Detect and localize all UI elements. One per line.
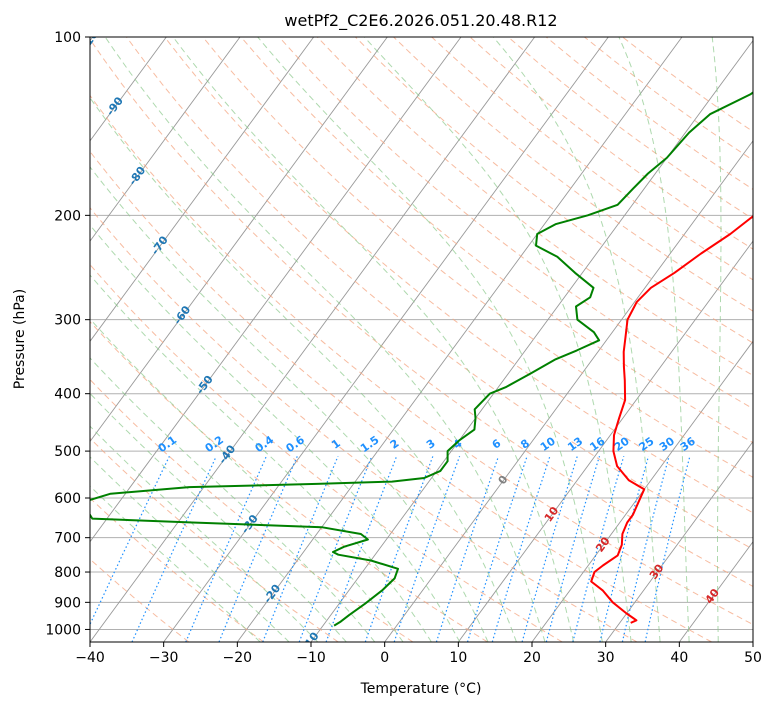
x-axis-title: Temperature (°C) [360,681,482,697]
mixing-ratio-line [185,455,267,642]
x-tick-label: 10 [449,650,467,666]
y-axis-title: Pressure (hPa) [12,289,28,389]
mixing-ratio-line [131,455,217,642]
plot-area [90,37,753,642]
dry-adiabat-line [278,37,753,410]
profile-lines [90,91,753,627]
moist-adiabat-line [90,357,376,642]
x-tick-label: −20 [223,650,253,666]
y-tick-label: 400 [54,387,81,403]
y-tick-label: 500 [54,444,81,460]
mixing-ratio-line [599,456,650,642]
x-tick-label: 0 [380,650,389,666]
mixing-ratio-line [298,455,373,642]
mixing-ratio-line [393,455,461,642]
mixing-ratio-line [90,455,170,626]
moist-adiabat-line [90,274,432,642]
mixing-ratio-line [218,455,298,642]
moist-adiabat-line [90,97,517,642]
isotherm-line [531,340,753,642]
y-tick-label: 1000 [45,622,81,638]
axes: −40 −30 −20 −10 0 10 20 30 40 50 100 200 300 400 500 60… [45,30,762,666]
y-tick-label: 900 [54,595,81,611]
moist-adiabat-line [90,456,290,642]
isotherm-line [90,37,388,443]
mixing-ratio-line [435,456,500,642]
moist-adiabat-line [492,37,661,642]
x-tick-label: 40 [670,650,688,666]
moist-adiabat-line [711,37,722,642]
mixing-ratio-line [325,455,398,642]
y-tick-label: 700 [54,531,81,547]
x-tick-label: −30 [149,650,179,666]
x-tick-label: 30 [597,650,615,666]
dry-adiabat-line [90,38,753,587]
dry-adiabat-line [90,150,712,642]
moist-adiabat-line [363,37,632,642]
moist-adiabat-line [618,37,690,642]
x-tick-label: −10 [296,650,326,666]
temperature-profile-line [590,214,753,624]
mixing-ratio-line [621,456,670,642]
isotherm-line [163,37,609,642]
y-tick-label: 200 [54,208,81,224]
y-tick-label: 100 [54,30,81,46]
moist-adiabat-line [104,37,546,642]
dry-adiabat-line [355,37,753,344]
y-tick-label: 800 [54,565,81,581]
isotherm-line [605,440,753,642]
moist-adiabat-line [90,166,489,642]
isotherm-line [90,37,241,242]
isotherm-line [90,37,315,343]
dewpoint-profile-line [90,91,753,627]
mixing-ratio-line [572,456,625,642]
chart-title: wetPf2_C2E6.2026.051.20.48.R12 [284,11,557,31]
x-tick-label: 50 [744,650,762,666]
isotherm-line [90,37,167,142]
mixing-ratio-line [491,456,551,642]
isotherm-line [384,140,753,642]
mixing-ratio-line [262,455,339,642]
dry-adiabat-line [90,263,563,642]
isotherm-line [236,37,683,642]
mixing-ratio-line [466,456,528,642]
y-tick-label: 300 [54,313,81,329]
dry-adiabat-line [90,207,638,642]
dry-adiabat-line [126,37,753,550]
dry-adiabat-line [90,94,753,626]
plot-frame [89,36,754,643]
mixing-ratio-line [364,455,434,642]
moist-adiabat-line [90,224,461,642]
dry-adiabat-line [164,37,753,514]
moist-adiabat-line [90,485,261,642]
x-tick-label: −40 [75,650,105,666]
moist-adiabat-line [257,37,603,642]
moist-adiabat-line [172,37,575,642]
x-tick-label: 20 [523,650,541,666]
isotherm-line [90,37,536,642]
isotherm-line [457,240,753,642]
y-tick-label: 600 [54,491,81,507]
dry-adiabat-line [316,37,753,377]
